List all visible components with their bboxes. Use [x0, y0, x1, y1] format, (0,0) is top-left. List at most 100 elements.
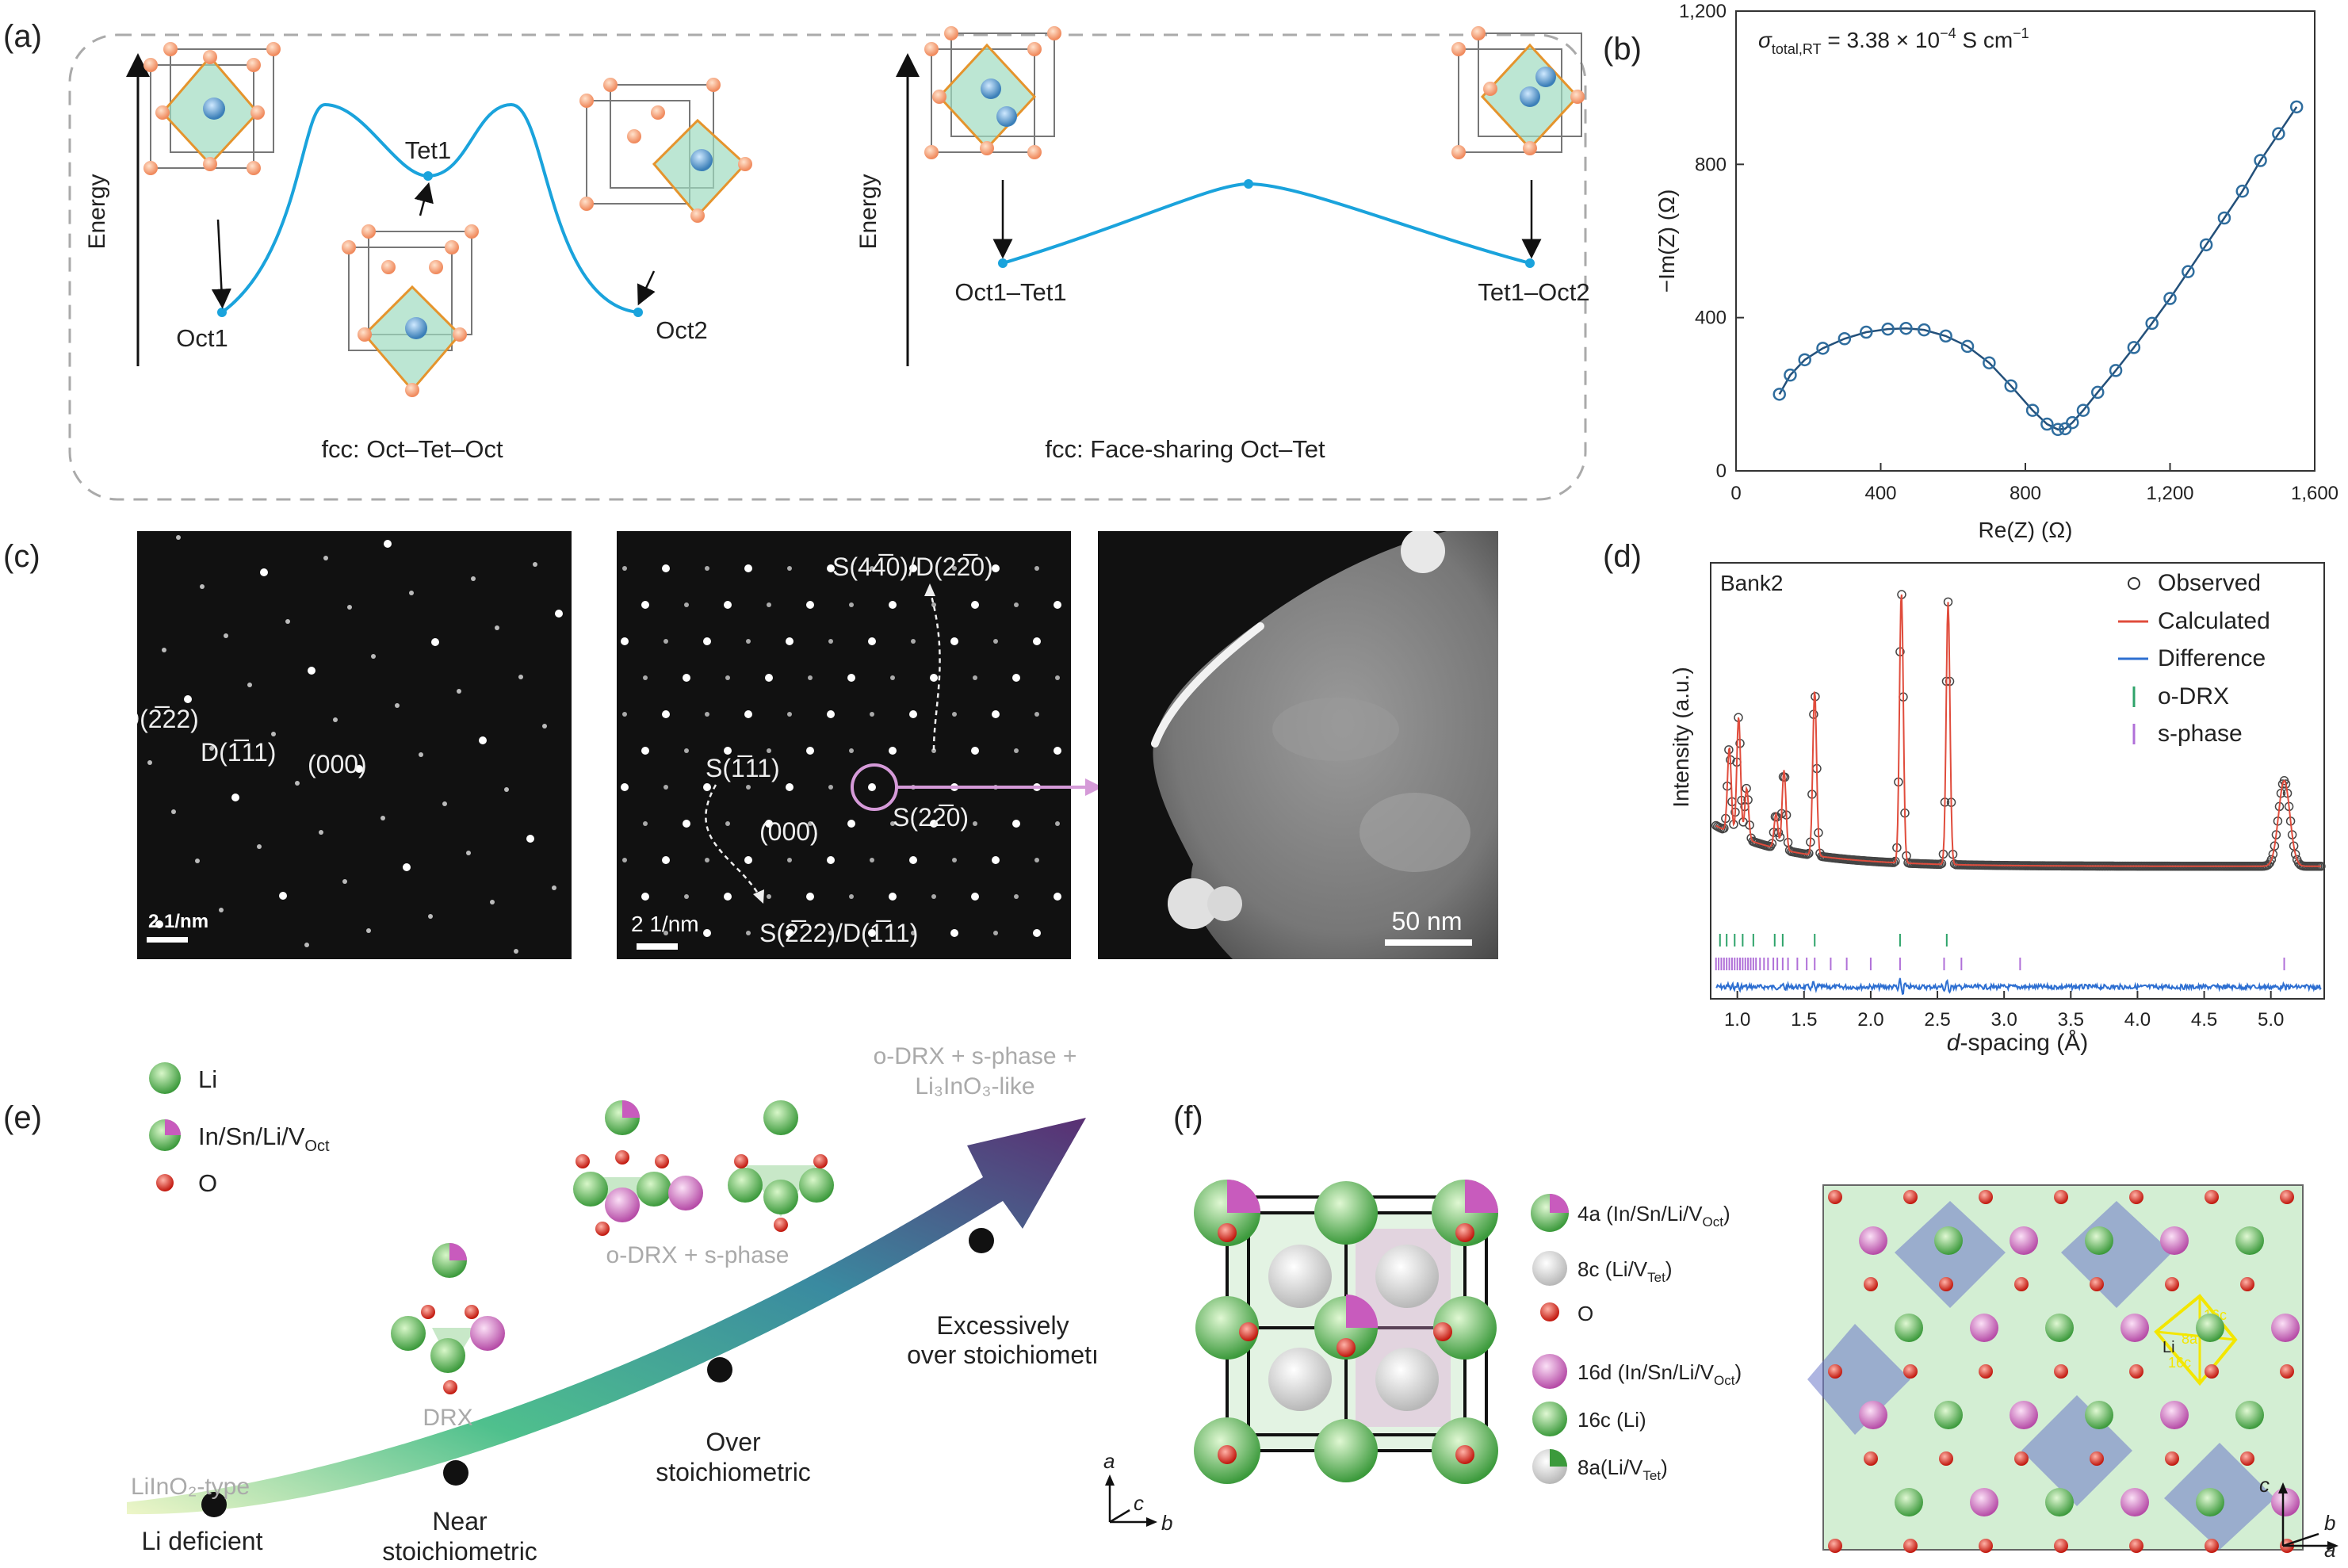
dp2-spot — [1055, 675, 1060, 680]
legend-mixed: In/Sn/Li/VOct — [198, 1122, 330, 1155]
dp2-scalebar: 2 1/nm — [631, 912, 699, 936]
svg-text:a: a — [1103, 1449, 1115, 1473]
dp1-spot — [514, 949, 518, 954]
dp2-spot — [909, 564, 917, 572]
energy-label-left: Energy — [84, 174, 110, 249]
d-title: Bank2 — [1720, 571, 1783, 595]
b-data-point — [2109, 364, 2123, 377]
dp2-spot — [992, 564, 1000, 572]
dp1-spot — [171, 809, 176, 814]
f-legend-entry: 16c (Li) — [1577, 1408, 1646, 1432]
dp2-spot — [765, 674, 773, 682]
legend-o: O — [198, 1169, 217, 1197]
dp1-spot — [419, 752, 423, 757]
dp2-spot — [1033, 929, 1041, 937]
svg-text:b: b — [2324, 1511, 2335, 1535]
dp2-spot — [703, 929, 711, 937]
dp1-spot — [260, 568, 268, 576]
dp2-spot — [952, 858, 957, 862]
annotation-sigma: σtotal,RT = 3.38 × 10−4 S cm−1 — [1758, 25, 2029, 57]
dp2-spot — [641, 601, 649, 609]
dp2-spot — [911, 639, 916, 644]
dp1-spot — [366, 928, 371, 933]
dp1-spot — [257, 844, 262, 849]
panel-f-diagram: a c b 4a (In/Sn/Li/VOct) 8c (Li/VTet) O 16d… — [1103, 1180, 2338, 1562]
dp2-spot — [971, 747, 979, 755]
dp1-spot — [219, 908, 224, 912]
site-oct2: Oct2 — [656, 316, 707, 344]
dark-field-image: 50 nm — [1098, 531, 1498, 959]
site-tet1-oct2: Tet1–Oct2 — [1478, 278, 1589, 306]
dp1-spot — [333, 717, 338, 722]
df-scalebar: 50 nm — [1392, 907, 1463, 935]
panel-label-b: (b) — [1603, 32, 1642, 67]
b-data-point — [2217, 211, 2231, 225]
dp1-spot — [533, 562, 537, 567]
dp2-spot — [767, 748, 771, 753]
dp1-spot — [479, 736, 487, 744]
dp2-spot — [662, 856, 670, 864]
b-xtick: 0 — [1730, 483, 1741, 504]
dp2-spot — [992, 856, 1000, 864]
dp1-spot — [195, 859, 200, 863]
dp2-spot — [643, 675, 648, 680]
dp2-spot — [724, 601, 732, 609]
dp1-spot — [403, 863, 411, 871]
cluster-odrx-1 — [573, 1100, 703, 1236]
dp2-spot — [849, 748, 854, 753]
dp2-spot — [787, 566, 792, 571]
b-ytick: 0 — [1716, 461, 1727, 482]
dp2-spot — [744, 710, 752, 718]
svg-text:c: c — [2259, 1473, 2270, 1497]
caption-oct-tet-oct: fcc: Oct–Tet–Oct — [321, 435, 503, 463]
svg-text:16c: 16c — [2168, 1355, 2191, 1371]
b-data-point — [2025, 403, 2040, 417]
dp2-label-s440: S(44̅0)/D(22̅0) — [832, 553, 993, 581]
dp2-spot — [909, 710, 917, 718]
dp2-spot — [827, 710, 835, 718]
d-legend-entry: Observed — [2158, 570, 2261, 596]
dp1-spot — [526, 835, 534, 843]
unit-cell-left — [1194, 1180, 1498, 1484]
dp2-spot — [950, 929, 958, 937]
dp1-spot — [209, 746, 214, 751]
dp2-spot — [993, 931, 998, 935]
dp2-spot — [808, 675, 813, 680]
dp1-label-000: (000) — [308, 750, 367, 778]
dp2-spot — [849, 602, 854, 607]
diffraction-pattern-2: S(44̅0)/D(22̅0) S(1̅11) (000) S(22̅0) S(… — [617, 531, 1071, 959]
b-data-point — [1939, 329, 1952, 343]
dp2-spot — [930, 674, 938, 682]
dp2-spot — [641, 893, 649, 901]
dp2-spot — [724, 747, 732, 755]
panel-a-frame — [68, 33, 1587, 501]
dp1-spot — [224, 633, 228, 638]
energy-curve-face-sharing — [1002, 182, 1531, 265]
b-data-point — [2235, 184, 2249, 198]
dp1-spot — [495, 625, 499, 630]
d-xtick: 1.0 — [1724, 1009, 1750, 1031]
stage-excess-1: Excessively — [936, 1311, 1069, 1340]
dp2-spot — [786, 783, 794, 791]
dp2-spot — [663, 785, 668, 790]
dp1-spot — [285, 619, 290, 624]
dp2-spot — [705, 712, 709, 717]
phase-top-2: Li₃InO₃-like — [915, 1073, 1034, 1100]
b-ytick: 400 — [1695, 308, 1727, 329]
dp1-spot — [295, 781, 300, 786]
dp2-spot — [622, 712, 627, 717]
dp2-spot — [806, 893, 814, 901]
dp1-spot — [431, 638, 439, 646]
cluster-odrx-2 — [728, 1100, 834, 1232]
dp1-spot — [409, 591, 414, 595]
b-data-point — [1772, 388, 1786, 401]
dp2-spot — [870, 858, 874, 862]
dp2-spot — [786, 929, 794, 937]
b-data-point — [2051, 423, 2065, 437]
d-legend-entry: Calculated — [2158, 608, 2270, 634]
b-data-point — [2289, 100, 2304, 114]
b-data-point — [1918, 323, 1931, 337]
dp1-spot — [342, 879, 347, 884]
dp1-spot — [555, 610, 563, 618]
dp2-spot — [973, 675, 977, 680]
